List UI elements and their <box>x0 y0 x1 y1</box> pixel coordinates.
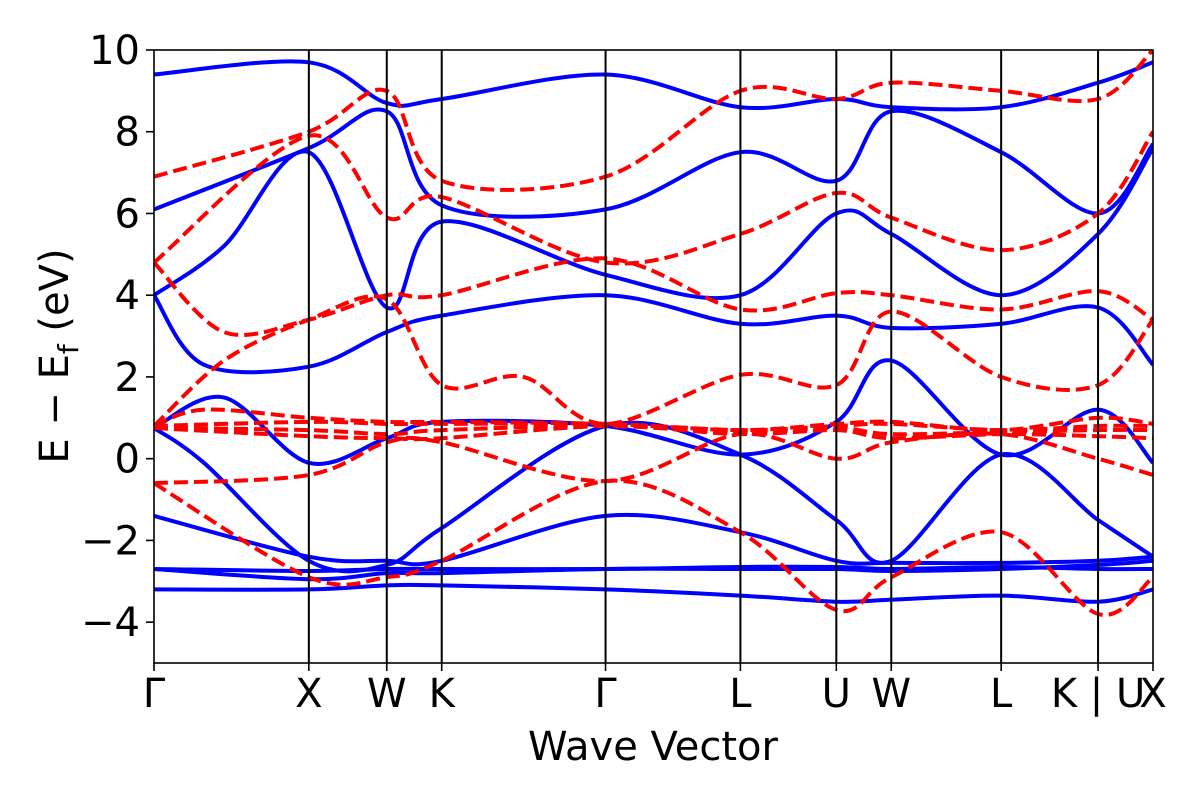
x-tick-label: X <box>295 671 322 717</box>
solid-band-line <box>154 293 1153 375</box>
solid-band-line <box>154 147 1153 311</box>
y-tick-label: −4 <box>81 600 140 646</box>
y-tick-label: 0 <box>115 437 140 483</box>
y-axis-label-unit: (eV) <box>32 248 78 344</box>
x-axis-label: Wave Vector <box>528 724 779 770</box>
bands-layer <box>154 50 1153 617</box>
solid-band-line <box>154 582 1153 604</box>
solid-band-line <box>154 107 1153 219</box>
x-tick-label: Γ <box>594 671 617 717</box>
kpoint-lines <box>307 50 1100 663</box>
dashed-band-line <box>154 50 1153 192</box>
dashed-band-line <box>154 431 1153 486</box>
plot-frame <box>153 49 1154 664</box>
y-tick-label: 8 <box>115 110 140 156</box>
dashed-band-line <box>154 294 1153 428</box>
dashed-band-line <box>154 478 1153 617</box>
solid-band-line <box>154 558 1153 582</box>
y-axis-label-main: E − E <box>32 354 78 464</box>
x-tick-label: K | U <box>1051 671 1145 717</box>
solid-band-line <box>154 512 1153 567</box>
y-axis-label-sub: f <box>52 343 85 354</box>
dashed-band-line <box>154 407 1153 433</box>
dashed-band-line <box>154 130 1153 266</box>
x-tick-label: W <box>871 671 911 717</box>
solid-band-line <box>154 420 1153 574</box>
solid-band-line <box>154 59 1153 112</box>
x-tick-label: L <box>990 671 1013 717</box>
y-axis-ticks: −4 −2 0 2 4 6 8 10 <box>81 28 154 646</box>
y-tick-label: 10 <box>89 28 140 74</box>
y-tick-label: 2 <box>115 355 140 401</box>
x-tick-label: Γ <box>143 671 166 717</box>
y-axis-label: E − Ef (eV) <box>32 248 85 463</box>
x-tick-label: L <box>729 671 752 717</box>
y-tick-label: 4 <box>115 273 140 319</box>
y-tick-label: −2 <box>81 518 140 564</box>
x-tick-label: X <box>1139 671 1166 717</box>
x-tick-label: U <box>822 671 851 717</box>
x-tick-label: W <box>367 671 407 717</box>
y-tick-label: 6 <box>115 191 140 237</box>
x-tick-label: K <box>429 671 457 717</box>
